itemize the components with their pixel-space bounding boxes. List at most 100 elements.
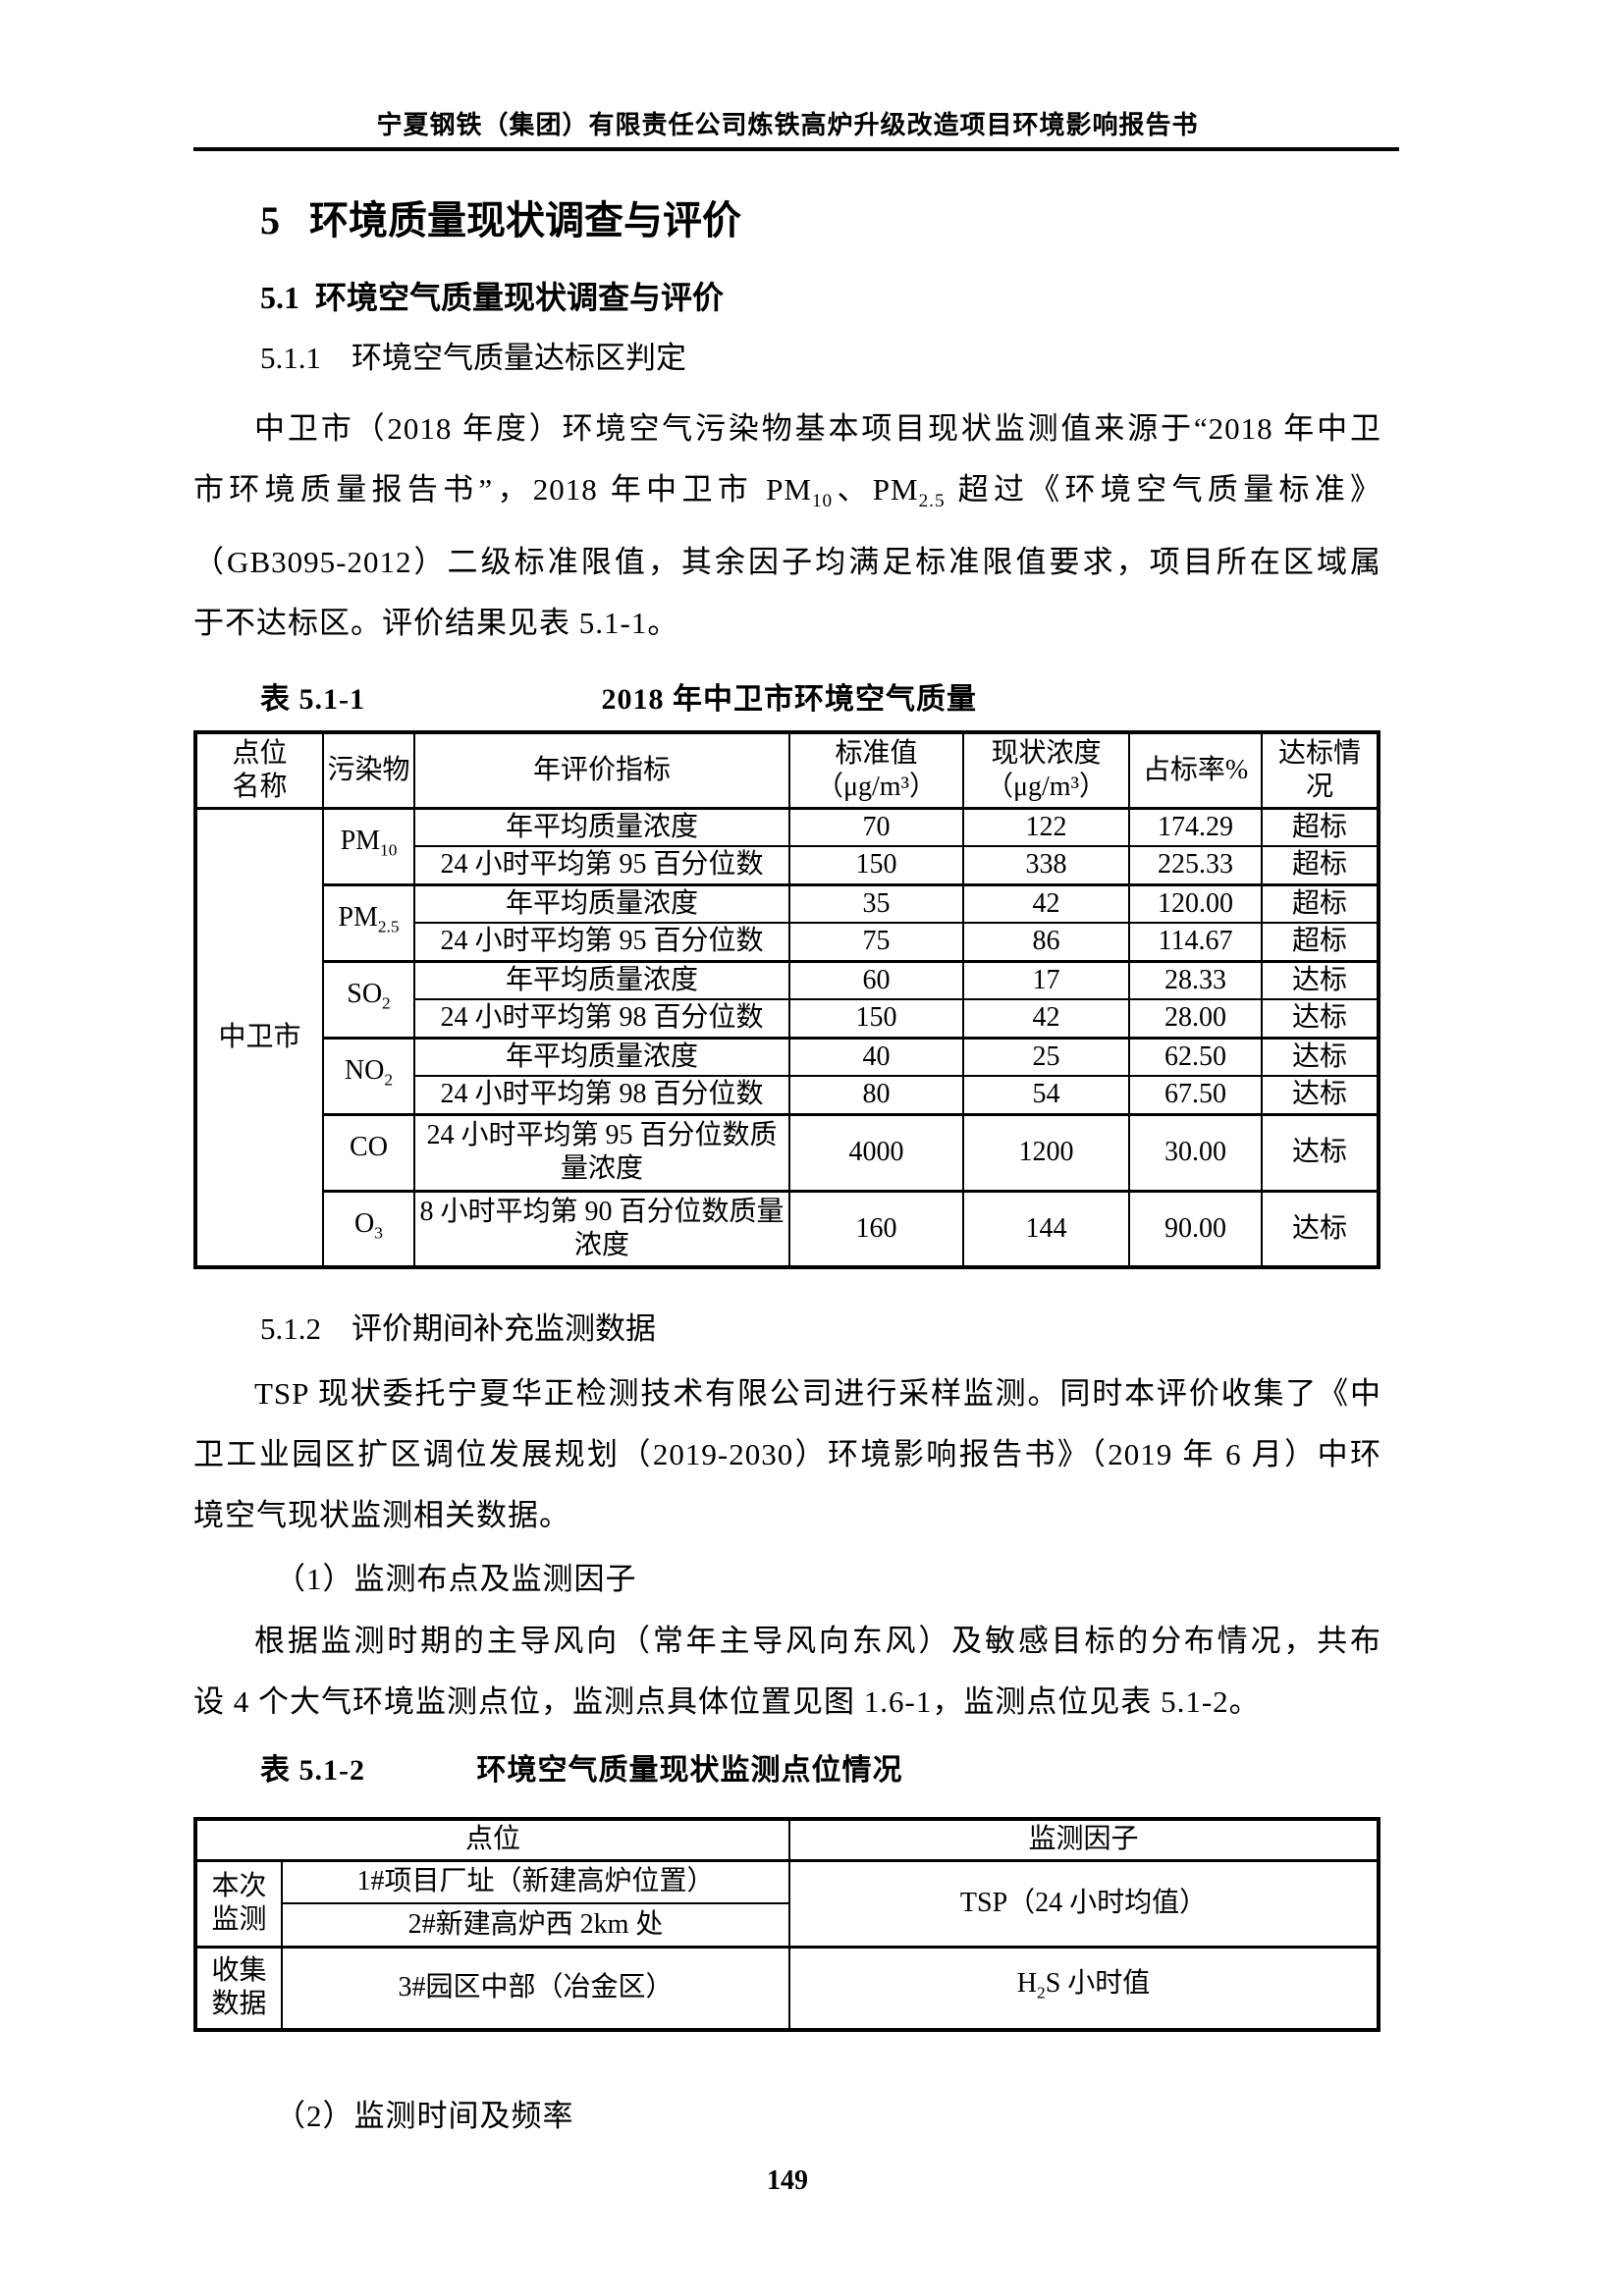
paragraph-line: 市环境质量报告书”，2018 年中卫市 PM10、PM2.5 超过《环境空气质量… [193, 459, 1381, 532]
header-site: 点位 名称 [194, 731, 324, 810]
current-cell: 42 [962, 882, 1130, 925]
point-cell: 2#新建高炉西 2km 处 [280, 1902, 791, 1949]
standard-cell: 70 [788, 807, 964, 848]
paragraph-line: 中卫市（2018 年度）环境空气污染物基本项目现状监测值来源于“2018 年中卫 [254, 411, 1381, 446]
table-row: 24 小时平均第 98 百分位数 150 42 28.00 达标 [195, 998, 1380, 1040]
table-header-row: 点位 名称 污染物 年评价指标 标准值 （μg/m³） 现状浓度 （μg/m³）… [194, 731, 1380, 810]
header-standard: 标准值 （μg/m³） [788, 731, 964, 810]
factor-base: H [1016, 1967, 1037, 1999]
monitoring-points-table: 点位 监测因子 本次 监测 1#项目厂址（新建高炉位置） TSP（24 小时均值… [193, 1817, 1381, 2033]
paragraph-line: 卫工业园区扩区调位发展规划（2019-2030）环境影响报告书》（2019 年 … [193, 1437, 1381, 1472]
section-heading-5-1: 5.1 环境空气质量现状调查与评价 [260, 280, 725, 315]
standard-cell: 150 [788, 998, 964, 1040]
pollutant-sub: 10 [380, 840, 398, 860]
standard-cell: 80 [788, 1075, 964, 1116]
subsection-heading-5-1-1: 5.1.1 环境空气质量达标区判定 [260, 341, 686, 375]
status-cell: 达标 [1261, 959, 1380, 1001]
table-caption-title: 2018 年中卫市环境空气质量 [601, 683, 977, 717]
status-cell: 达标 [1261, 998, 1380, 1040]
paragraph-tsp-monitoring: TSP 现状委托宁夏华正检测技术有限公司进行采样监测。同时本评价收集了《中 卫工… [193, 1363, 1381, 1546]
standard-cell: 40 [788, 1036, 964, 1078]
current-cell: 17 [962, 959, 1130, 1001]
table-row: 收集 数据 3#园区中部（冶金区） H2S 小时值 [194, 1945, 1380, 2032]
pollutant-sub: 2 [382, 993, 391, 1013]
text-run: 市环境质量报告书”，2018 年中卫市 PM [193, 472, 812, 507]
status-cell: 达标 [1261, 1112, 1380, 1193]
table-row: CO 24 小时平均第 95 百分位数质量浓度 4000 1200 30.00 … [195, 1112, 1380, 1193]
group-label-collected: 收集 数据 [194, 1945, 283, 2032]
paragraph-line: TSP 现状委托宁夏华正检测技术有限公司进行采样监测。同时本评价收集了《中 [254, 1376, 1381, 1412]
header-current: 现状浓度 （μg/m³） [962, 731, 1130, 810]
ratio-cell: 90.00 [1128, 1189, 1263, 1269]
factor-cell-h2s: H2S 小时值 [788, 1945, 1380, 2032]
ratio-cell: 28.00 [1128, 998, 1263, 1040]
indicator-cell: 24 小时平均第 98 百分位数 [413, 1075, 790, 1116]
table-row: 24 小时平均第 95 百分位数 150 338 225.33 超标 [195, 845, 1380, 886]
text-run: 、PM [833, 472, 919, 507]
status-cell: 达标 [1261, 1036, 1380, 1078]
standard-cell: 35 [788, 882, 964, 925]
paragraph-line: 境空气现状监测相关数据。 [193, 1498, 570, 1533]
pollutant-cell-co: CO [322, 1112, 415, 1193]
pollutant-cell-pm25: PM2.5 [322, 882, 415, 963]
paragraph-line: 设 4 个大气环境监测点位，监测点具体位置见图 1.6-1，监测点位见表 5.1… [193, 1684, 1261, 1720]
header-ratio: 占标率% [1128, 731, 1263, 810]
point-cell: 3#园区中部（冶金区） [280, 1945, 791, 2032]
subsection-heading-5-1-2: 5.1.2 评价期间补充监测数据 [260, 1311, 656, 1347]
table-row: 24 小时平均第 95 百分位数 75 86 114.67 超标 [195, 922, 1380, 963]
table-row: PM2.5 年平均质量浓度 35 42 120.00 超标 [195, 882, 1380, 963]
header-factor: 监测因子 [788, 1818, 1380, 1862]
current-cell: 25 [962, 1036, 1130, 1078]
ratio-cell: 174.29 [1128, 807, 1263, 848]
group-label-current: 本次 监测 [194, 1859, 283, 1949]
indicator-cell: 年平均质量浓度 [413, 807, 790, 848]
standard-cell: 4000 [788, 1112, 964, 1193]
text-run: 超过《环境空气质量标准》 [945, 472, 1381, 507]
pollutant-sub: 2.5 [377, 917, 400, 936]
table-header-row: 点位 监测因子 [193, 1818, 1380, 1862]
standard-cell: 75 [788, 922, 964, 963]
ratio-cell: 28.33 [1128, 959, 1263, 1001]
paragraph-line: （GB3095-2012）二级标准限值，其余因子均满足标准限值要求，项目所在区域… [193, 545, 1381, 580]
pm10-subscript: 10 [811, 491, 834, 512]
header-indicator: 年评价指标 [413, 731, 790, 810]
list-heading-1: （1）监测布点及监测因子 [275, 1562, 637, 1597]
table-caption-5-1-1: 表 5.1-1 2018 年中卫市环境空气质量 [260, 679, 1381, 721]
pollutant-base: SO [347, 979, 383, 1010]
current-cell: 338 [962, 845, 1130, 886]
pollutant-base: CO [350, 1132, 388, 1163]
standard-cell: 60 [788, 959, 964, 1001]
status-cell: 超标 [1261, 845, 1380, 886]
status-cell: 达标 [1261, 1075, 1380, 1116]
page-number: 149 [767, 2165, 808, 2197]
current-cell: 1200 [962, 1112, 1130, 1193]
pollutant-cell-o3: O3 [322, 1189, 415, 1269]
ratio-cell: 120.00 [1128, 882, 1263, 925]
air-quality-table: 点位 名称 污染物 年评价指标 标准值 （μg/m³） 现状浓度 （μg/m³）… [193, 730, 1380, 1270]
indicator-cell: 24 小时平均第 98 百分位数 [413, 998, 790, 1040]
current-cell: 86 [962, 922, 1130, 963]
paragraph-line: 于不达标区。评价结果见表 5.1-1。 [193, 606, 679, 641]
doc-header-title: 宁夏钢铁（集团）有限责任公司炼铁高炉升级改造项目环境影响报告书 [376, 111, 1199, 139]
table-caption-5-1-2: 表 5.1-2 环境空气质量现状监测点位情况 [260, 1750, 1381, 1791]
pollutant-base: PM [340, 826, 381, 857]
paragraph-air-quality-status: 中卫市（2018 年度）环境空气污染物基本项目现状监测值来源于“2018 年中卫… [193, 399, 1381, 654]
header-point: 点位 [193, 1818, 791, 1862]
status-cell: 超标 [1261, 807, 1380, 848]
factor-rest: S 小时值 [1045, 1967, 1151, 1999]
pollutant-cell-no2: NO2 [322, 1036, 415, 1116]
status-cell: 超标 [1261, 922, 1380, 963]
paragraph-line: 根据监测时期的主导风向（常年主导风向东风）及敏感目标的分布情况，共布 [254, 1624, 1381, 1659]
table-row: 本次 监测 1#项目厂址（新建高炉位置） TSP（24 小时均值） [194, 1859, 1380, 1949]
table-row: 2#新建高炉西 2km 处 [195, 1902, 1379, 1949]
status-cell: 超标 [1261, 882, 1380, 925]
table-row: NO2 年平均质量浓度 40 25 62.50 达标 [195, 1036, 1380, 1116]
list-heading-2: （2）监测时间及频率 [275, 2099, 574, 2134]
pollutant-base: PM [338, 902, 378, 934]
factor-sub: 2 [1037, 1983, 1046, 2002]
status-cell: 达标 [1261, 1189, 1380, 1269]
current-cell: 144 [962, 1189, 1130, 1269]
factor-cell-tsp: TSP（24 小时均值） [788, 1859, 1380, 1949]
indicator-cell: 年平均质量浓度 [413, 959, 790, 1001]
